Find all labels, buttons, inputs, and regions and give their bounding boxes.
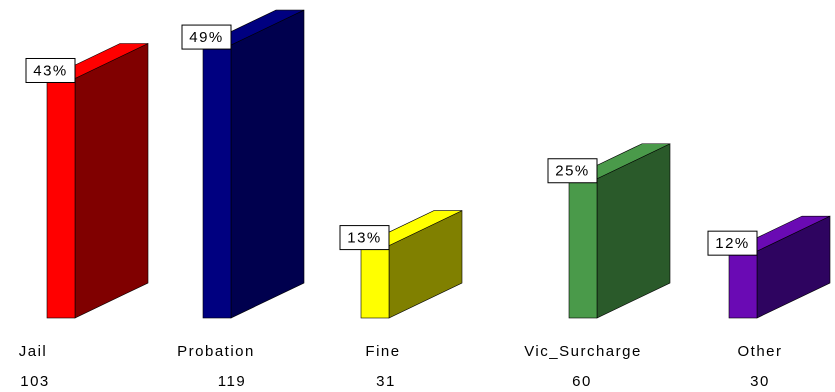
value-label: 49% [189,29,224,46]
value-label: 12% [715,235,750,252]
category-label: Vic_Surcharge [524,343,642,360]
bar-side [74,43,149,319]
value-label: 43% [33,62,68,79]
value-label-box [181,24,232,50]
value-label-box [25,57,76,83]
category-label: Other [737,343,782,360]
count-label: 30 [750,373,770,390]
bar [202,44,232,319]
category-label: Probation [177,343,255,360]
value-label-box [707,230,758,256]
bar [360,245,390,319]
category-label: Fine [365,343,400,360]
bar [728,250,758,319]
value-label-box [339,225,390,251]
count-label: 103 [20,373,50,390]
bar-side [230,9,305,319]
value-label: 13% [347,230,382,247]
value-label: 25% [555,163,590,180]
count-label: 119 [218,373,246,390]
count-label: 31 [376,373,396,390]
value-label-box [547,158,598,184]
count-label: 60 [572,373,592,390]
category-label: Jail [19,343,48,360]
bar [46,78,76,319]
bar [568,178,598,319]
